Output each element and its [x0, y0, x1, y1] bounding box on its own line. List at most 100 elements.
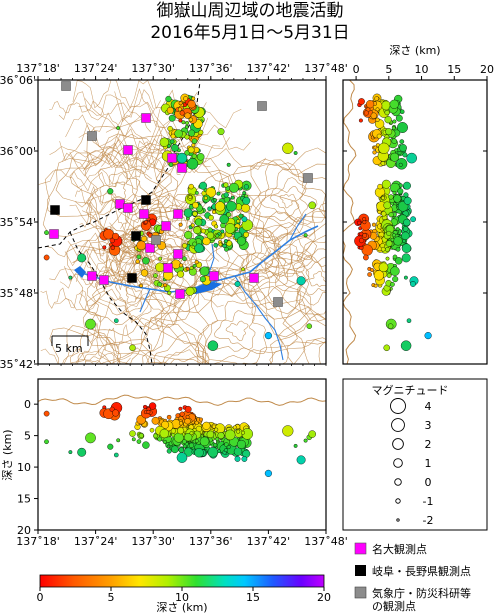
quake-marker-lon-depth [114, 452, 119, 458]
quake-marker [43, 254, 50, 261]
quake-marker [242, 196, 251, 205]
map-lon-tick: 137˚48' [304, 62, 348, 75]
quake-marker-lon-depth [194, 447, 204, 458]
quake-marker-lon-depth [185, 414, 190, 419]
quake-marker-depth-lat [380, 246, 386, 252]
quake-marker [223, 196, 230, 203]
station-marker [303, 173, 313, 183]
quake-marker [184, 230, 193, 240]
quake-marker-lon-depth [178, 421, 184, 426]
quake-marker [158, 256, 163, 261]
quake-marker [183, 96, 188, 101]
station-marker [87, 131, 97, 141]
quake-marker-depth-lat [403, 275, 408, 280]
quake-marker-lon-depth [151, 416, 160, 425]
colorbar-tick: 5 [108, 591, 115, 604]
quake-marker [216, 191, 221, 196]
station-marker [127, 273, 137, 283]
quake-marker-depth-lat [395, 227, 400, 232]
quake-marker-lon-depth [173, 432, 184, 443]
legend-nagoya-label: 名大観測点 [372, 542, 427, 556]
quake-marker-depth-lat [375, 107, 380, 112]
legend-magnitude-circle [394, 478, 402, 486]
quake-marker [141, 235, 148, 242]
legend-magnitude-label: 4 [425, 400, 432, 413]
quake-marker-depth-lat [406, 318, 412, 323]
quake-marker-lon-depth [179, 411, 185, 417]
quake-marker-lon-depth [241, 456, 248, 462]
quake-marker [306, 323, 313, 329]
station-marker [145, 243, 155, 253]
quake-marker [176, 152, 188, 164]
quake-marker [194, 243, 204, 253]
quake-marker-lon-depth [215, 437, 220, 442]
station-marker [177, 163, 187, 173]
station-legend: 名大観測点 岐阜・長野県観測点 気象庁・防災科研等 の観測点 [354, 542, 471, 613]
quake-marker-depth-lat [372, 150, 377, 155]
station-marker [131, 231, 141, 241]
quake-marker [199, 266, 210, 276]
quake-marker [188, 117, 193, 122]
quake-marker-depth-lat [385, 128, 393, 136]
quake-marker-depth-lat [385, 240, 393, 247]
quake-marker-depth-lat [381, 179, 391, 189]
quake-marker-depth-lat [392, 233, 396, 238]
quake-marker-lon-depth [182, 439, 187, 444]
quake-marker-depth-lat [400, 340, 412, 351]
quake-marker-lon-depth [213, 442, 218, 448]
quake-marker-lon-depth [44, 439, 49, 445]
quake-marker [107, 188, 114, 195]
quake-marker [192, 211, 198, 217]
legend-pref-label: 岐阜・長野県観測点 [372, 564, 471, 578]
south-depth-tick: 15 [17, 493, 31, 506]
quake-marker [191, 153, 197, 159]
legend-magnitude-label: -1 [423, 495, 434, 508]
quake-marker [168, 162, 174, 167]
station-marker [87, 271, 97, 281]
south-lon-tick: 137˚24' [74, 535, 118, 548]
quake-marker [229, 182, 239, 193]
quake-marker-lon-depth [184, 405, 192, 413]
quake-marker-depth-lat [377, 183, 383, 190]
legend-magnitude-label: 0 [425, 476, 432, 489]
quake-marker [159, 137, 169, 147]
quake-marker [191, 96, 196, 101]
station-marker [115, 199, 125, 209]
quake-marker-depth-lat [386, 230, 392, 236]
legend-nagoya-marker [354, 542, 367, 555]
quake-marker-depth-lat [391, 126, 396, 130]
quake-marker [184, 124, 189, 129]
quake-marker [303, 233, 308, 238]
quake-marker-lon-depth [236, 429, 241, 434]
quake-marker-depth-lat [397, 151, 402, 155]
quake-marker-lon-depth [107, 443, 114, 450]
quake-marker-lon-depth [199, 417, 203, 422]
south-lon-tick: 137˚30' [131, 535, 175, 548]
quake-marker-lon-depth [233, 447, 243, 456]
quake-marker-depth-lat [402, 226, 409, 232]
quake-marker [114, 318, 119, 323]
quake-marker [112, 232, 120, 240]
quake-marker-depth-lat [376, 133, 382, 139]
quake-marker [194, 260, 199, 265]
station-marker [123, 145, 133, 155]
quake-marker-depth-lat [358, 237, 365, 244]
quake-marker-depth-lat [392, 276, 399, 283]
quake-marker-depth-lat [384, 116, 392, 124]
quake-marker-depth-lat [362, 217, 367, 222]
legend-jma-label: 気象庁・防災科研等 [372, 586, 471, 600]
quake-marker [102, 245, 107, 250]
east-depth-tick: 15 [447, 63, 461, 76]
quake-marker [178, 101, 183, 106]
quake-marker [224, 223, 236, 234]
quake-marker-lon-depth [188, 442, 195, 448]
quake-marker-depth-lat [401, 243, 412, 253]
quake-marker-depth-lat [384, 110, 390, 116]
quake-marker [201, 228, 206, 234]
south-earthquakes [43, 402, 316, 477]
quake-marker [199, 276, 206, 283]
quake-marker [194, 218, 203, 226]
east-depth-tick: 20 [480, 63, 494, 76]
quake-marker-depth-lat [385, 247, 390, 252]
